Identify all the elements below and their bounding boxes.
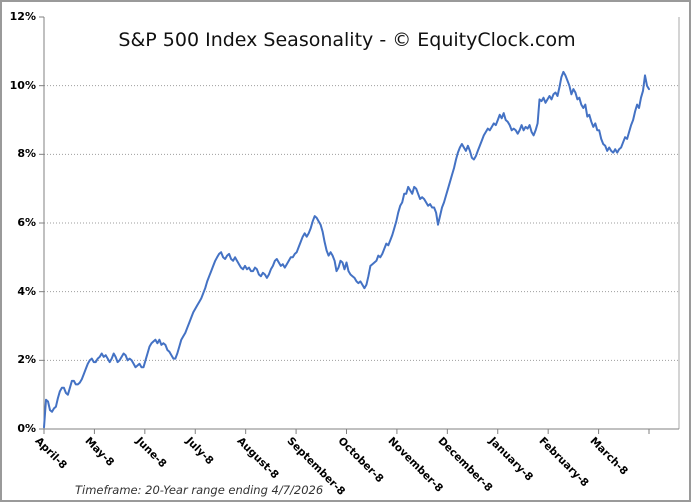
y-tick-label: 6% <box>17 216 36 229</box>
chart-title: S&P 500 Index Seasonality - © EquityCloc… <box>118 29 576 51</box>
series-line <box>43 70 650 429</box>
y-tick-label: 4% <box>17 284 36 298</box>
timeframe-note: Timeframe: 20-Year range ending 4/7/2026 <box>75 483 324 497</box>
y-tick-label: 10% <box>9 78 36 92</box>
y-tick-label: 12% <box>9 10 36 23</box>
y-tick-label: 0% <box>17 422 36 435</box>
y-tick-label: 8% <box>17 147 36 161</box>
y-tick-label: 2% <box>17 353 36 367</box>
